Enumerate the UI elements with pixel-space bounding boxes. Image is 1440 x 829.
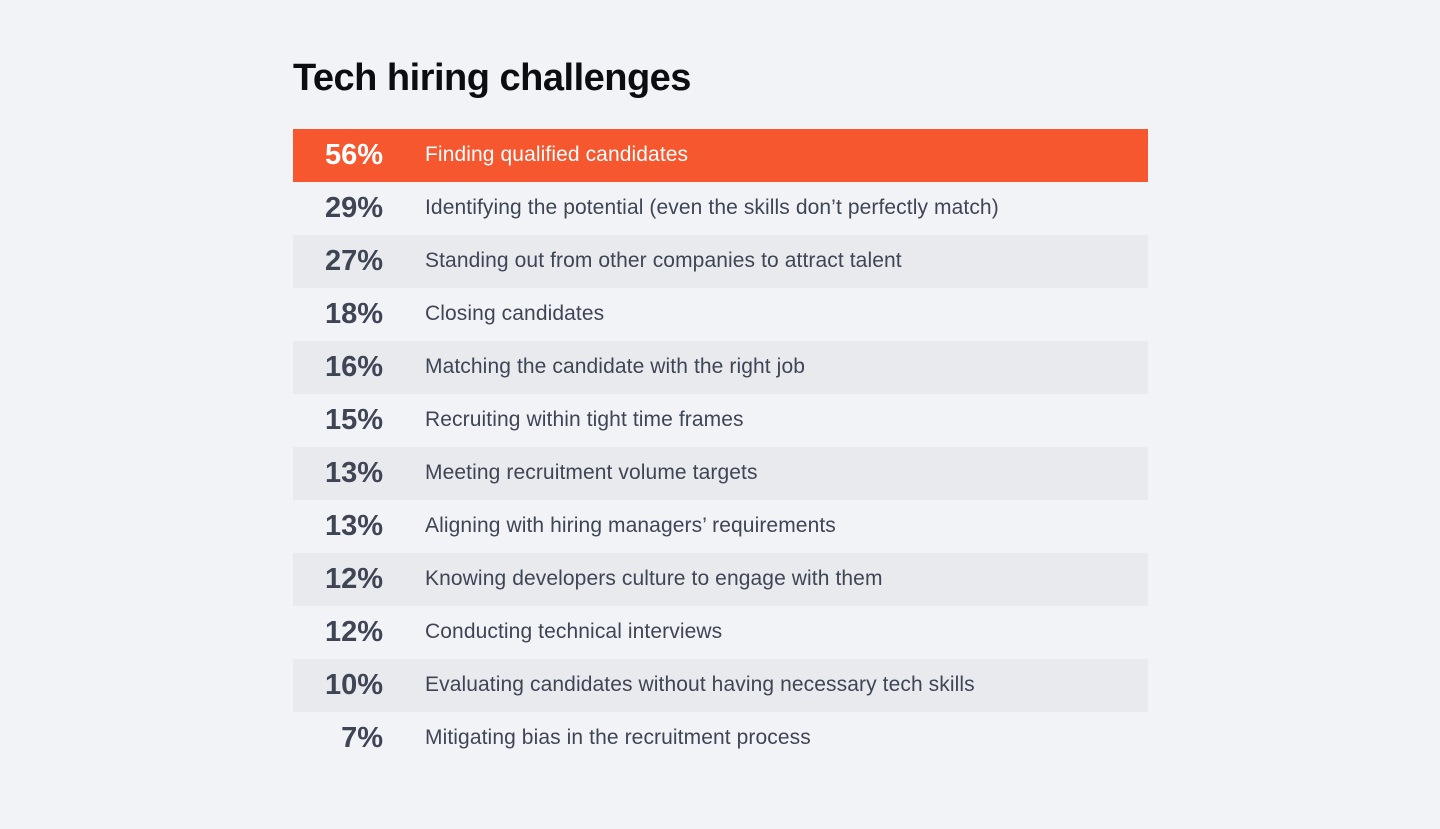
table-row: 13% Aligning with hiring managers’ requi… (293, 499, 1148, 553)
row-percent: 7% (341, 721, 383, 754)
row-percent: 27% (324, 244, 383, 277)
table-row: 12% Conducting technical interviews (293, 605, 1148, 659)
row-label: Matching the candidate with the right jo… (425, 355, 805, 379)
row-percent: 13% (324, 456, 383, 489)
table-row: 13% Meeting recruitment volume targets (293, 446, 1148, 500)
row-label: Knowing developers culture to engage wit… (425, 567, 883, 591)
row-label: Recruiting within tight time frames (425, 408, 744, 432)
table-row: 10% Evaluating candidates without having… (293, 658, 1148, 712)
table-row: 7% Mitigating bias in the recruitment pr… (293, 711, 1148, 765)
row-label: Conducting technical interviews (425, 620, 723, 644)
row-percent: 13% (324, 509, 383, 542)
chart-title: Tech hiring challenges (293, 57, 691, 99)
table-row: 16% Matching the candidate with the righ… (293, 340, 1148, 394)
row-percent: 15% (324, 403, 383, 436)
row-percent: 12% (324, 562, 383, 595)
table-row: 29% Identifying the potential (even the … (293, 181, 1148, 235)
row-label: Finding qualified candidates (425, 143, 689, 167)
row-label: Standing out from other companies to att… (425, 249, 902, 273)
table-row: 15% Recruiting within tight time frames (293, 393, 1148, 447)
row-percent: 16% (324, 350, 383, 383)
table-row: 56% Finding qualified candidates (293, 128, 1148, 182)
row-percent: 12% (324, 615, 383, 648)
chart-container: Tech hiring challenges 56% Finding quali… (293, 56, 1148, 765)
row-percent: 56% (324, 138, 383, 171)
row-label: Mitigating bias in the recruitment proce… (425, 726, 811, 750)
chart-rows: 56% Finding qualified candidates 29% Ide… (293, 128, 1148, 765)
row-label: Aligning with hiring managers’ requireme… (425, 514, 836, 538)
table-row: 12% Knowing developers culture to engage… (293, 552, 1148, 606)
row-percent: 29% (324, 191, 383, 224)
row-percent: 18% (324, 297, 383, 330)
row-label: Meeting recruitment volume targets (425, 461, 758, 485)
table-row: 27% Standing out from other companies to… (293, 234, 1148, 288)
row-label: Identifying the potential (even the skil… (425, 196, 999, 220)
row-label: Evaluating candidates without having nec… (425, 673, 975, 697)
row-label: Closing candidates (425, 302, 605, 326)
table-row: 18% Closing candidates (293, 287, 1148, 341)
row-percent: 10% (324, 668, 383, 701)
